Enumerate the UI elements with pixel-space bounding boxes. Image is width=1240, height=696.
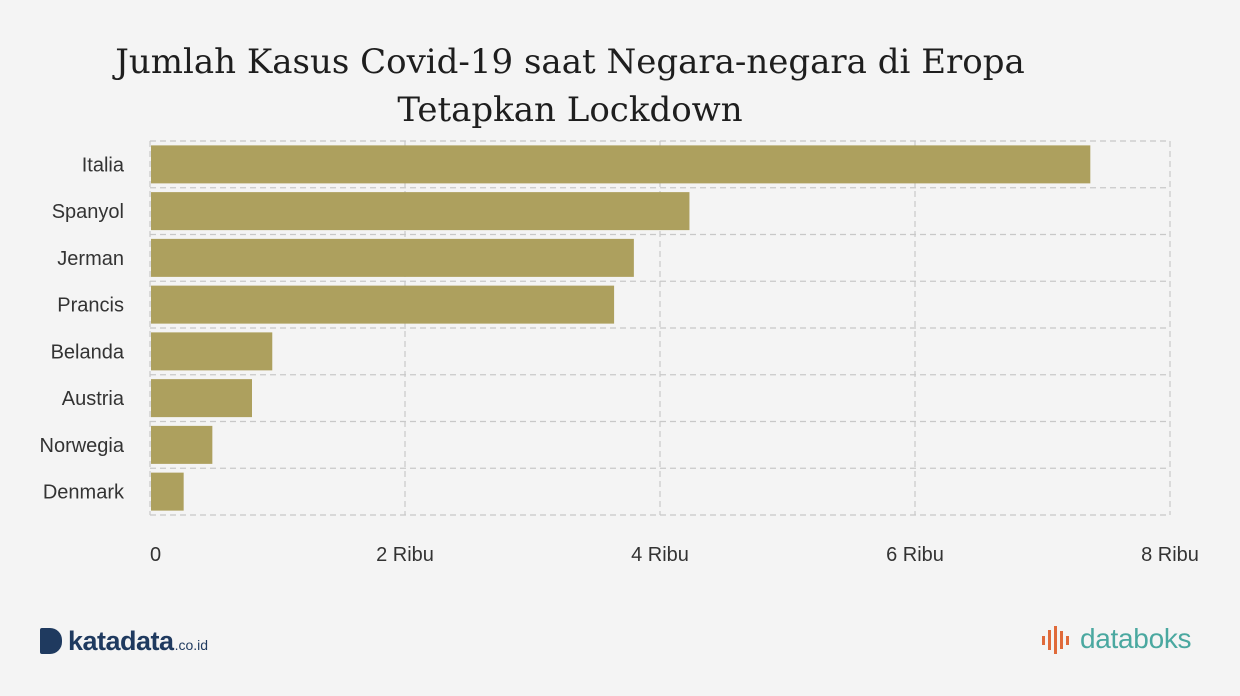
category-label: Prancis xyxy=(57,295,124,317)
databoks-wordmark: databoks xyxy=(1080,623,1192,654)
x-tick-label: 2 Ribu xyxy=(376,544,434,566)
bar-austria xyxy=(151,379,252,418)
category-label: Belanda xyxy=(51,341,125,363)
katadata-wordmark: katadata xyxy=(68,626,174,656)
x-tick-label: 4 Ribu xyxy=(631,544,689,566)
databoks-logo: databoks xyxy=(1040,622,1192,656)
category-labels: Italia Spanyol Jerman Prancis Belanda Austria… xyxy=(40,154,125,503)
bars xyxy=(151,145,1091,511)
katadata-logo: katadata .co.id xyxy=(40,624,208,657)
katadata-domain: .co.id xyxy=(174,637,209,653)
category-label: Spanyol xyxy=(52,201,124,223)
x-axis-ticks: 0 2 Ribu 4 Ribu 6 Ribu 8 Ribu xyxy=(150,544,1199,566)
bar-spanyol xyxy=(151,192,690,231)
bar-italia xyxy=(151,145,1091,184)
x-tick-label: 6 Ribu xyxy=(886,544,944,566)
databoks-mark-icon xyxy=(1042,626,1069,654)
bar-denmark xyxy=(151,472,184,511)
chart-title: Jumlah Kasus Covid-19 saat Negara-negara… xyxy=(115,42,1025,130)
bar-prancis xyxy=(151,285,615,324)
bar-belanda xyxy=(151,332,273,371)
x-tick-label: 8 Ribu xyxy=(1141,544,1199,566)
katadata-mark-icon xyxy=(40,628,62,654)
category-label: Denmark xyxy=(43,482,125,504)
x-tick-label: 0 xyxy=(150,544,161,566)
category-label: Jerman xyxy=(57,248,124,270)
bar-norwegia xyxy=(151,425,213,464)
bar-jerman xyxy=(151,238,634,277)
category-label: Austria xyxy=(62,388,125,410)
category-label: Italia xyxy=(82,154,125,176)
category-label: Norwegia xyxy=(40,435,125,457)
